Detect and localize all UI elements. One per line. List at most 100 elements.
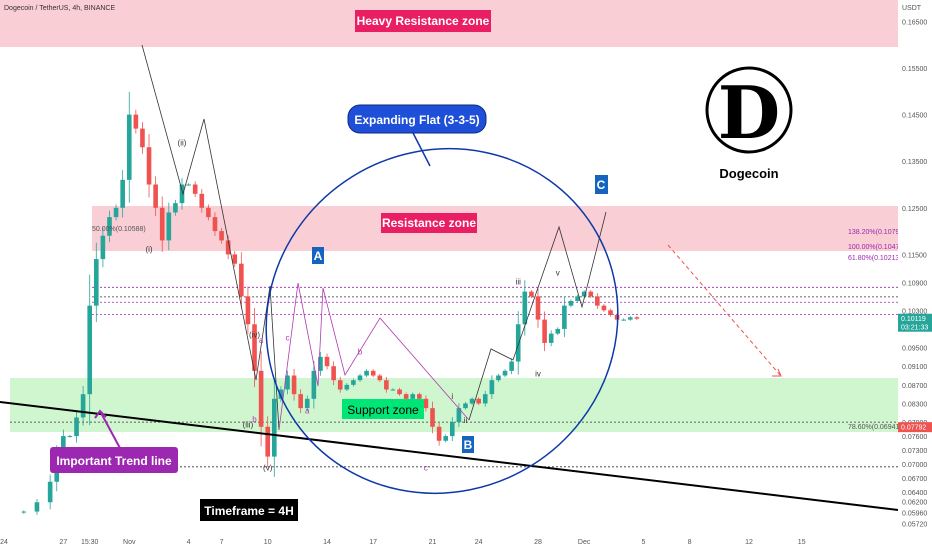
candle-body <box>212 217 218 232</box>
candle-body <box>159 207 165 241</box>
fib-100-label: 100.00%(0.10472) <box>848 244 906 251</box>
wave-label: iii <box>516 278 522 287</box>
trend-line-callout-arrow <box>94 409 107 419</box>
candle-body <box>271 398 277 457</box>
price-tick-label: 0.13500 <box>902 159 927 166</box>
candle-body <box>298 394 303 409</box>
candle-body <box>364 370 369 376</box>
candle-body <box>575 296 580 301</box>
price-badge-timer: 03:21:33 <box>901 325 928 332</box>
candle-body <box>627 317 633 320</box>
candle-body <box>417 394 422 399</box>
candle-body <box>199 193 205 208</box>
impulse-wave-c-lines <box>468 211 607 421</box>
candle-body <box>370 370 376 376</box>
candle-body <box>344 384 350 390</box>
resistance-label-box <box>381 213 477 233</box>
candle-body <box>496 375 501 381</box>
candle-body <box>93 259 99 306</box>
candle-body <box>153 184 158 208</box>
price-tick-label: 0.06700 <box>902 476 927 483</box>
candle-body <box>192 184 198 194</box>
expanding-flat-ellipse[interactable] <box>201 83 683 550</box>
price-tick-label: 0.07000 <box>902 462 927 469</box>
candle-body <box>113 207 119 218</box>
candle-body <box>529 291 534 297</box>
candle-body <box>304 398 310 409</box>
support-label: Support zone <box>347 403 419 417</box>
wave-b-box <box>462 436 474 453</box>
candle-body <box>522 291 528 325</box>
candle-body <box>232 254 238 264</box>
candle-body <box>555 328 561 334</box>
currency-label: USDT <box>902 5 922 12</box>
price-tick-label: 0.14500 <box>902 113 927 120</box>
time-axis <box>0 533 898 550</box>
wave-label: v <box>556 268 560 277</box>
wave-structure <box>141 44 607 431</box>
projection-arrowhead <box>772 368 782 377</box>
fib-618-label: 61.80%(0.10213) <box>848 255 902 262</box>
wave-label: (i) <box>145 245 152 254</box>
candle-body <box>291 375 297 395</box>
wave-label: (iv) <box>249 330 260 339</box>
time-tick-label: 24 <box>475 539 483 546</box>
candle-body <box>21 511 27 513</box>
candle-body <box>403 394 409 399</box>
candle-body <box>634 317 640 319</box>
wave-c-box <box>595 175 608 194</box>
candle-body <box>449 422 455 437</box>
logo-ring <box>705 66 793 154</box>
candle-body <box>87 305 93 395</box>
candle-body <box>74 417 79 437</box>
price-tick-label: 0.08700 <box>902 383 927 390</box>
wave-a-box <box>312 247 324 264</box>
wave-b-label: B <box>464 438 473 452</box>
candle-body <box>285 375 290 390</box>
time-tick-label: 12 <box>745 539 753 546</box>
candle-body <box>443 436 449 441</box>
wave-label: c <box>424 464 428 473</box>
candle-body <box>469 398 475 404</box>
candle-body <box>351 380 356 385</box>
candle-body <box>509 361 514 371</box>
candle-body <box>542 319 547 343</box>
price-tick-label: 0.16500 <box>902 19 927 26</box>
ellipse-callout-line <box>411 130 431 167</box>
candle-body <box>225 240 231 255</box>
candle-body <box>133 114 139 129</box>
time-tick-label: 4 <box>187 539 191 546</box>
wave-a-label: A <box>314 249 323 263</box>
important-trend-line[interactable] <box>0 401 899 511</box>
candle-body <box>166 212 172 241</box>
price-tick-label: 0.10900 <box>902 280 927 287</box>
timeframe-label-box <box>200 499 298 521</box>
heavy-resistance-label-box <box>355 10 491 32</box>
time-tick-label: 5 <box>642 539 646 546</box>
fib-levels <box>10 286 898 468</box>
candle-body <box>489 380 495 395</box>
dogecoin-logo: D <box>705 66 793 155</box>
price-tick-label: 0.07600 <box>902 434 927 441</box>
time-tick-label: 17 <box>369 539 377 546</box>
candle-body <box>206 207 211 218</box>
corrective-wave-lines <box>278 282 470 431</box>
time-axis-ticks: 24 27 15:30 Nov 4 7 10 14 17 21 24 28 Dec 5 8 12 15 <box>0 539 806 546</box>
candle-body <box>456 408 462 423</box>
candle-body <box>502 370 508 376</box>
resistance-label: Resistance zone <box>382 216 476 230</box>
candle-body <box>331 366 336 381</box>
wave-label: (iii) <box>243 421 254 430</box>
candle-body <box>515 324 521 362</box>
candle-body <box>377 375 383 381</box>
candle-body <box>47 481 53 503</box>
fib-50-label: 50.00%(0.10588) <box>92 226 146 233</box>
trend-line-callout <box>99 410 122 451</box>
price-tick-label: 0.06400 <box>902 490 927 497</box>
time-tick-label: 24 <box>0 539 8 546</box>
candle-body <box>581 291 587 297</box>
